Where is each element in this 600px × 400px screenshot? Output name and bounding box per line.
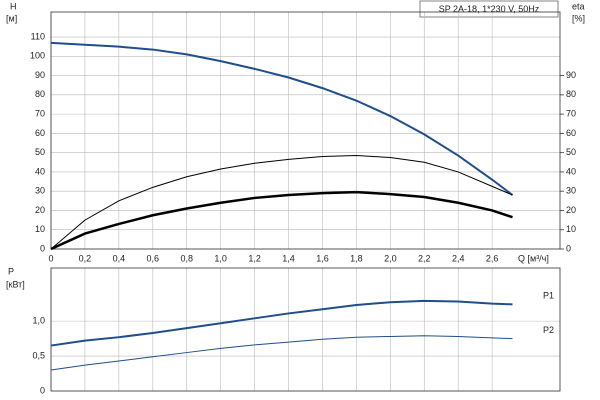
x-tick-label: 2,4 (452, 253, 465, 263)
y2-tick-label: 10 (566, 224, 576, 234)
curve (50, 335, 513, 371)
y2-tick-label: 20 (566, 205, 576, 215)
y2-tick-label: 90 (566, 70, 576, 80)
y-tick-label: 100 (30, 51, 45, 61)
y2-tick-label: 0 (566, 243, 571, 253)
curve (50, 41, 514, 196)
series-label: P2 (543, 325, 554, 335)
y2-tick-label: 70 (566, 108, 576, 118)
y2-axis-label: eta (572, 1, 585, 11)
y2-tick-label: 30 (566, 186, 576, 196)
y-tick-label: 50 (35, 147, 45, 157)
y2-tick-label: 60 (566, 128, 576, 138)
x-tick-label: 0,6 (147, 253, 160, 263)
y-axis-label: H (10, 1, 17, 11)
x-tick-label: 2,2 (418, 253, 431, 263)
curve (50, 190, 513, 251)
chart-title: SP 2A-18, 1*230 V, 50Hz (439, 4, 540, 14)
y-tick-label: 1,0 (32, 315, 45, 325)
curve (50, 155, 513, 250)
y-tick-label: 70 (35, 108, 45, 118)
x-tick-label: 0,2 (79, 253, 92, 263)
y-tick-label: 0 (40, 385, 45, 395)
y-tick-label: 20 (35, 205, 45, 215)
y-tick-label: 90 (35, 70, 45, 80)
y-axis-unit: [м] (6, 13, 17, 23)
x-tick-label: 1,2 (248, 253, 261, 263)
plot-frame (50, 267, 561, 392)
x-tick-label: 1,8 (350, 253, 363, 263)
series-label: P1 (543, 291, 554, 301)
x-tick-label: 0,8 (180, 253, 193, 263)
x-tick-label: 2,0 (384, 253, 397, 263)
y2-axis-unit: [%] (572, 13, 585, 23)
x-tick-label: 0 (48, 253, 53, 263)
y-tick-label: 40 (35, 166, 45, 176)
y-axis-unit: [кВт] (6, 279, 25, 289)
y-tick-label: 0 (40, 243, 45, 253)
y-tick-label: 60 (35, 128, 45, 138)
x-tick-label: 1,6 (316, 253, 329, 263)
x-tick-label: 1,0 (214, 253, 227, 263)
plot-frame (50, 11, 561, 250)
title-box (419, 0, 559, 18)
curve (50, 299, 513, 347)
y-tick-label: 0,5 (32, 350, 45, 360)
y2-tick-label: 80 (566, 89, 576, 99)
x-axis-label: Q [м³/ч] (518, 253, 549, 263)
y-tick-label: 80 (35, 89, 45, 99)
y-tick-label: 10 (35, 224, 45, 234)
y-tick-label: 110 (31, 31, 45, 41)
x-tick-label: 2,6 (486, 253, 499, 263)
y2-tick-label: 40 (566, 166, 576, 176)
y-tick-label: 30 (35, 186, 45, 196)
x-tick-label: 0,4 (113, 253, 126, 263)
y2-tick-label: 50 (566, 147, 576, 157)
x-tick-label: 1,4 (282, 253, 295, 263)
y-axis-label: P (8, 266, 14, 276)
